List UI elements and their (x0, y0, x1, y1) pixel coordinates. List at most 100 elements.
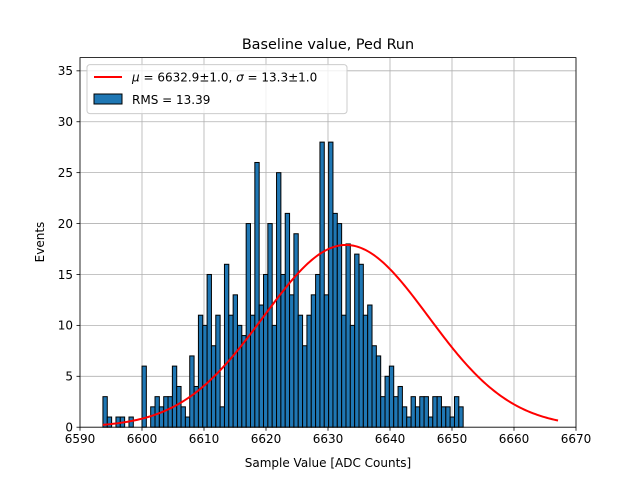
histogram-bar (319, 141, 325, 428)
histogram-bar (458, 406, 464, 428)
chart-title: Baseline value, Ped Run (242, 37, 414, 53)
y-tick-label: 5 (65, 370, 73, 384)
histogram-bar (367, 304, 373, 428)
histogram-bar (197, 314, 204, 428)
histogram-bar (271, 324, 278, 428)
histogram-bar (189, 355, 195, 428)
sigma-value: = 13.3±1.0 (244, 71, 318, 85)
histogram-bar (223, 263, 230, 428)
histogram-bar (202, 324, 208, 428)
y-tick-label: 20 (58, 217, 73, 231)
mu-value: = 6632.9±1.0, (140, 71, 236, 85)
histogram-bar (184, 416, 191, 428)
histogram-bar (297, 314, 304, 428)
histogram-bar (258, 304, 265, 428)
mu-symbol: μ (131, 71, 140, 85)
histogram-bar (362, 314, 369, 428)
y-tick-label: 10 (58, 319, 73, 333)
x-tick-label: 6590 (65, 432, 96, 446)
histogram-bar (267, 223, 273, 428)
legend-rms-label: RMS = 13.39 (132, 93, 210, 107)
histogram-bar (306, 314, 312, 428)
histogram-bar (310, 294, 317, 428)
histogram-bar (154, 396, 160, 428)
histogram-bar (406, 416, 412, 428)
x-axis-ticks: 6590 6600 6610 6620 6630 6640 6650 6660 6670 (65, 427, 592, 446)
histogram-bar (293, 233, 299, 428)
histogram-bar (263, 273, 269, 428)
x-tick-label: 6630 (313, 432, 344, 446)
histogram-bar (393, 396, 399, 428)
x-tick-label: 6670 (561, 432, 592, 446)
histogram-bar (328, 141, 334, 428)
y-tick-label: 0 (65, 421, 73, 435)
histogram-bar (180, 406, 186, 428)
histogram-bar (150, 406, 156, 428)
histogram-bar (323, 294, 330, 428)
histogram-bar (345, 243, 351, 428)
histogram-bar (106, 416, 113, 428)
histogram-bar (453, 396, 460, 428)
histogram-bar (432, 396, 438, 428)
histogram-bar (440, 406, 447, 428)
histogram-bar (375, 355, 382, 428)
y-tick-label: 35 (58, 64, 73, 78)
histogram-bar (236, 324, 243, 428)
x-tick-label: 6650 (437, 432, 468, 446)
x-axis-label: Sample Value [ADC Counts] (245, 456, 411, 470)
y-axis-ticks: 0 5 10 15 20 25 30 35 (58, 64, 80, 435)
histogram-bar (254, 161, 260, 428)
histogram-bar (423, 396, 429, 428)
histogram-bar (228, 314, 234, 428)
histogram-bar (289, 294, 295, 428)
y-axis-label: Events (33, 222, 47, 263)
legend: μ = 6632.9±1.0, σ = 13.3±1.0 RMS = 13.39 (86, 64, 348, 115)
histogram-bar (176, 385, 182, 428)
histogram-bar (245, 223, 252, 428)
histogram-bar (354, 253, 360, 428)
histogram-bar (336, 223, 343, 428)
histogram-bar (388, 365, 395, 428)
histogram-bar (284, 212, 291, 428)
histogram-bar (401, 406, 408, 428)
x-tick-label: 6620 (251, 432, 282, 446)
histogram-bar (436, 396, 442, 428)
histogram-bar (280, 273, 286, 428)
histogram-bar (384, 375, 390, 428)
histogram-bar (219, 406, 225, 428)
legend-bar-patch (93, 93, 123, 105)
histogram-bar (445, 406, 451, 428)
histogram-bar (167, 396, 173, 428)
legend-frame (86, 64, 348, 115)
x-tick-label: 6640 (375, 432, 406, 446)
histogram-bar (358, 263, 364, 428)
histogram-bar (414, 406, 421, 428)
histogram-bar (206, 273, 212, 428)
histogram-bar (102, 396, 108, 428)
histogram-bar (349, 324, 356, 428)
histogram-bar (241, 335, 247, 428)
y-tick-label: 15 (58, 268, 73, 282)
histogram-bar (397, 385, 403, 428)
histogram-bar (158, 406, 165, 428)
y-tick-label: 30 (58, 115, 73, 129)
gaussian-fit-curve (102, 243, 559, 426)
histogram-bar (419, 396, 425, 428)
x-tick-label: 6660 (499, 432, 530, 446)
histogram-bar (171, 365, 178, 428)
histogram-bar (302, 345, 308, 428)
x-tick-label: 6610 (189, 432, 220, 446)
legend-fit-label: μ = 6632.9±1.0, σ = 13.3±1.0 (131, 71, 317, 85)
y-tick-label: 25 (58, 166, 73, 180)
histogram-bar (380, 396, 386, 428)
histogram-bar (210, 345, 217, 428)
histogram-bar (427, 416, 434, 428)
x-tick-label: 6600 (127, 432, 158, 446)
histogram-bar (410, 396, 416, 428)
histogram-bar (315, 273, 321, 428)
histogram-bar (341, 314, 347, 428)
histogram-bar (449, 416, 455, 428)
sigma-symbol: σ (236, 71, 244, 85)
histogram-bar (232, 294, 238, 428)
